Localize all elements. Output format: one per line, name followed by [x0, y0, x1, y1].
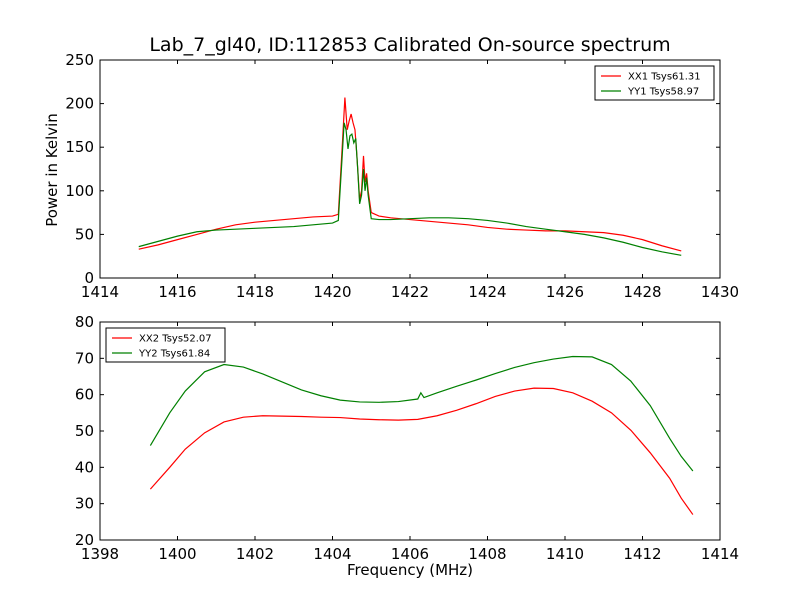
- series-line-1-1: [138, 97, 682, 252]
- x-tick-label: 1420: [313, 283, 351, 301]
- y-tick-label: 50: [75, 422, 94, 440]
- legend-box: [105, 327, 226, 363]
- y-tick-label: 40: [75, 458, 94, 476]
- x-tick-label: 1406: [391, 545, 429, 563]
- series-line-1-2: [138, 122, 682, 256]
- x-tick-label: 1398: [81, 545, 119, 563]
- legend-label: YY2 Tsys61.84: [138, 349, 210, 360]
- y-tick-label: 50: [75, 225, 94, 243]
- x-tick-label: 1426: [546, 283, 584, 301]
- series-line-2-2: [149, 355, 694, 472]
- x-axis-label: Frequency (MHz): [346, 561, 474, 579]
- x-tick-label: 1430: [701, 283, 739, 301]
- y-tick-label: 80: [75, 313, 94, 331]
- y-tick-label: 20: [75, 531, 94, 549]
- x-tick-label: 1422: [391, 283, 429, 301]
- x-tick-label: 1408: [468, 545, 506, 563]
- x-tick-label: 1400: [158, 545, 196, 563]
- y-tick-label: 30: [75, 495, 94, 513]
- x-tick-label: 1418: [236, 283, 274, 301]
- x-tick-label: 1414: [701, 545, 739, 563]
- legend-label: YY1 Tsys58.97: [627, 87, 699, 98]
- x-tick-label: 1424: [468, 283, 506, 301]
- y-tick-label: 70: [75, 349, 94, 367]
- chart-title: Lab_7_gl40, ID:112853 Calibrated On-sour…: [149, 34, 671, 56]
- y-tick-label: 100: [65, 182, 94, 200]
- series-line-2-1: [149, 387, 694, 515]
- x-tick-label: 1404: [313, 545, 351, 563]
- legend-box: [594, 65, 715, 101]
- y-tick-label: 250: [65, 51, 94, 69]
- x-tick-label: 1414: [81, 283, 119, 301]
- x-tick-label: 1410: [546, 545, 584, 563]
- y-tick-label: 150: [65, 138, 94, 156]
- y-tick-label: 60: [75, 386, 94, 404]
- y-tick-label: 200: [65, 95, 94, 113]
- legend-label: XX2 Tsys52.07: [139, 334, 212, 345]
- x-tick-label: 1412: [623, 545, 661, 563]
- y-tick-label: 0: [84, 269, 94, 287]
- x-tick-label: 1428: [623, 283, 661, 301]
- x-tick-label: 1416: [158, 283, 196, 301]
- x-tick-label: 1402: [236, 545, 274, 563]
- legend-label: XX1 Tsys61.31: [628, 72, 701, 83]
